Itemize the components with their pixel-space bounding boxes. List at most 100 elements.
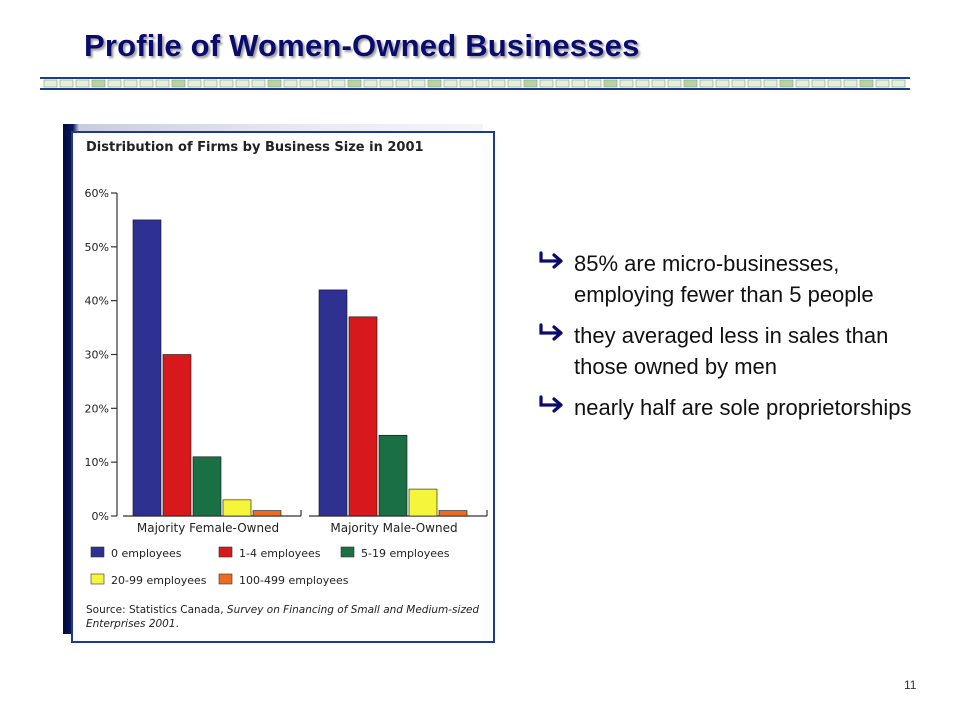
divider-cell	[443, 79, 458, 88]
divider-cell	[635, 79, 650, 88]
divider-cell	[267, 79, 282, 88]
y-tick-label: 10%	[85, 456, 109, 469]
divider-cell	[603, 79, 618, 88]
divider-cell	[75, 79, 90, 88]
bar	[162, 354, 192, 517]
divider-cell	[155, 79, 170, 88]
divider-cell	[395, 79, 410, 88]
bar	[408, 488, 438, 517]
bar	[348, 316, 378, 517]
divider-cell	[283, 79, 298, 88]
chart-panel: Distribution of Firms by Business Size i…	[71, 131, 495, 643]
divider-cell	[331, 79, 346, 88]
legend-label: 5-19 employees	[361, 547, 450, 560]
hook-arrow-icon	[539, 323, 563, 341]
divider-cell	[491, 79, 506, 88]
divider-cell	[539, 79, 554, 88]
y-tick-label: 50%	[85, 241, 109, 254]
bar	[318, 289, 348, 517]
title-divider	[40, 77, 910, 90]
divider-cell	[715, 79, 730, 88]
divider-cell	[187, 79, 202, 88]
bar-chart: Distribution of Firms by Business Size i…	[85, 140, 488, 630]
divider-cell	[875, 79, 890, 88]
slide-title: Profile of Women-Owned Businesses	[84, 28, 640, 63]
bar	[378, 434, 408, 517]
legend-swatch	[340, 546, 355, 558]
divider-cell	[507, 79, 522, 88]
bullet-text: nearly half are sole proprietorships	[574, 395, 912, 420]
divider-cell	[107, 79, 122, 88]
divider-cell	[427, 79, 442, 88]
legend-label: 0 employees	[111, 547, 182, 560]
divider-cell	[475, 79, 490, 88]
chart-title: Distribution of Firms by Business Size i…	[86, 140, 424, 155]
y-tick-label: 60%	[85, 187, 109, 200]
bullet-list: 85% are micro-businesses, employing fewe…	[538, 248, 918, 433]
divider-cell	[459, 79, 474, 88]
legend-swatch	[90, 546, 105, 558]
bullet-text: 85% are micro-businesses, employing fewe…	[574, 251, 874, 307]
divider-cell	[203, 79, 218, 88]
divider-cell	[91, 79, 106, 88]
y-tick-label: 30%	[85, 349, 109, 362]
bar	[252, 510, 282, 517]
x-category-label: Majority Female-Owned	[137, 521, 279, 535]
divider-cell	[571, 79, 586, 88]
divider-cell	[619, 79, 634, 88]
legend-swatch	[218, 546, 233, 558]
divider-cell	[779, 79, 794, 88]
bar	[222, 499, 252, 517]
bullet-item: 85% are micro-businesses, employing fewe…	[538, 248, 918, 310]
divider-cell	[699, 79, 714, 88]
divider-cell	[651, 79, 666, 88]
divider-cell	[891, 79, 906, 88]
divider-cell	[347, 79, 362, 88]
divider-cell	[363, 79, 378, 88]
divider-cell	[43, 79, 58, 88]
divider-cell	[667, 79, 682, 88]
divider-cell	[843, 79, 858, 88]
divider-cell	[139, 79, 154, 88]
divider-cell	[683, 79, 698, 88]
divider-cell	[523, 79, 538, 88]
x-category-label: Majority Male-Owned	[330, 521, 457, 535]
divider-cell	[795, 79, 810, 88]
divider-cell	[219, 79, 234, 88]
y-tick-label: 0%	[92, 510, 109, 523]
legend-label: 20-99 employees	[111, 574, 207, 587]
divider-cell	[811, 79, 826, 88]
divider-cell	[587, 79, 602, 88]
bar	[132, 219, 162, 517]
y-tick-label: 40%	[85, 295, 109, 308]
hook-arrow-icon	[539, 395, 563, 413]
bullet-text: they averaged less in sales than those o…	[574, 323, 889, 379]
divider-cell	[171, 79, 186, 88]
divider-cell	[315, 79, 330, 88]
divider-cell	[747, 79, 762, 88]
bullet-item: they averaged less in sales than those o…	[538, 320, 918, 382]
legend-label: 100-499 employees	[239, 574, 349, 587]
hook-arrow-icon	[539, 251, 563, 269]
legend-label: 1-4 employees	[239, 547, 321, 560]
y-tick-label: 20%	[85, 402, 109, 415]
divider-cell	[379, 79, 394, 88]
divider-cell	[251, 79, 266, 88]
divider-cell	[59, 79, 74, 88]
divider-cell	[123, 79, 138, 88]
divider-cell	[859, 79, 874, 88]
divider-cell	[299, 79, 314, 88]
bar	[438, 510, 468, 517]
bar	[192, 456, 222, 517]
divider-cell	[763, 79, 778, 88]
divider-cell	[827, 79, 842, 88]
divider-cell	[555, 79, 570, 88]
divider-cell	[235, 79, 250, 88]
page-number: 11	[904, 678, 917, 692]
chart-source: Source: Statistics Canada, Survey on Fin…	[86, 604, 482, 630]
legend-swatch	[90, 573, 105, 585]
divider-cell	[731, 79, 746, 88]
divider-cell	[411, 79, 426, 88]
legend-swatch	[218, 573, 233, 585]
bullet-item: nearly half are sole proprietorships	[538, 392, 918, 423]
